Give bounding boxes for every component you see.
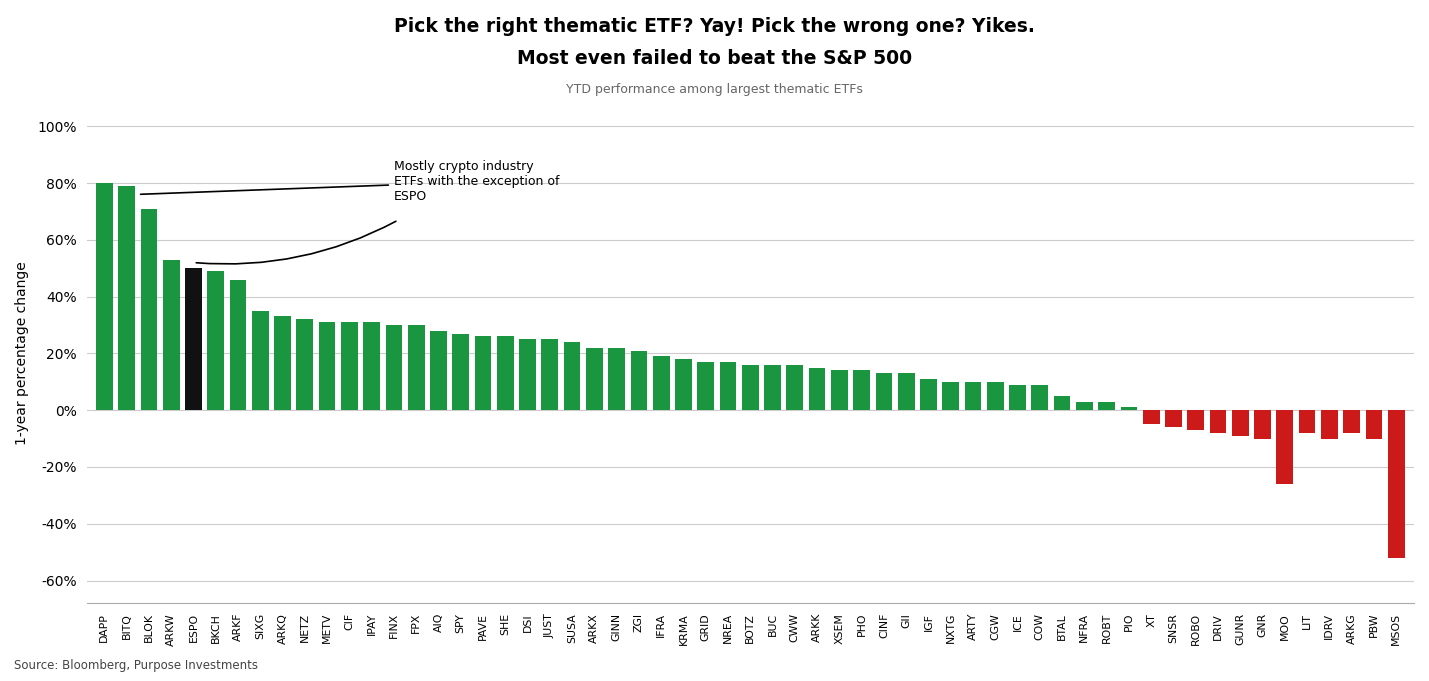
Bar: [1276, 410, 1293, 484]
Bar: [1187, 410, 1205, 430]
Bar: [542, 339, 559, 410]
Bar: [386, 325, 403, 410]
Bar: [942, 382, 959, 410]
Bar: [96, 183, 113, 410]
Bar: [920, 379, 937, 410]
Bar: [586, 348, 603, 410]
Bar: [564, 342, 580, 410]
Bar: [274, 317, 292, 410]
Bar: [697, 362, 714, 410]
Bar: [453, 334, 469, 410]
Bar: [519, 339, 536, 410]
Bar: [1099, 402, 1115, 410]
Bar: [965, 382, 982, 410]
Text: Mostly crypto industry
ETFs with the exception of
ESPO: Mostly crypto industry ETFs with the exc…: [140, 160, 559, 204]
Bar: [987, 382, 1003, 410]
Bar: [742, 365, 759, 410]
Bar: [786, 365, 803, 410]
Text: YTD performance among largest thematic ETFs: YTD performance among largest thematic E…: [566, 83, 863, 96]
Bar: [809, 368, 826, 410]
Bar: [1120, 407, 1137, 410]
Bar: [832, 370, 847, 410]
Bar: [430, 331, 447, 410]
Bar: [119, 186, 134, 410]
Bar: [1299, 410, 1316, 433]
Bar: [720, 362, 736, 410]
Bar: [163, 259, 180, 410]
Text: Pick the right thematic ETF? Yay! Pick the wrong one? Yikes.: Pick the right thematic ETF? Yay! Pick t…: [394, 17, 1035, 36]
Bar: [1032, 385, 1049, 410]
Bar: [296, 319, 313, 410]
Bar: [1388, 410, 1405, 558]
Bar: [1255, 410, 1270, 439]
Bar: [1076, 402, 1093, 410]
Bar: [230, 280, 246, 410]
Bar: [876, 373, 892, 410]
Text: Most even failed to beat the S&P 500: Most even failed to beat the S&P 500: [517, 49, 912, 68]
Bar: [363, 322, 380, 410]
Bar: [1320, 410, 1338, 439]
Bar: [1053, 396, 1070, 410]
Bar: [1210, 410, 1226, 433]
Bar: [342, 322, 357, 410]
Bar: [853, 370, 870, 410]
Bar: [1009, 385, 1026, 410]
Bar: [1343, 410, 1360, 433]
Bar: [186, 268, 201, 410]
Bar: [674, 359, 692, 410]
Bar: [497, 336, 513, 410]
Bar: [319, 322, 336, 410]
Bar: [609, 348, 624, 410]
Y-axis label: 1-year percentage change: 1-year percentage change: [14, 262, 29, 445]
Bar: [1366, 410, 1382, 439]
Bar: [653, 356, 670, 410]
Bar: [630, 351, 647, 410]
Bar: [1232, 410, 1249, 436]
Bar: [140, 208, 157, 410]
Bar: [765, 365, 780, 410]
Bar: [407, 325, 424, 410]
Bar: [474, 336, 492, 410]
Bar: [897, 373, 915, 410]
Bar: [1143, 410, 1159, 424]
Text: Source: Bloomberg, Purpose Investments: Source: Bloomberg, Purpose Investments: [14, 659, 259, 672]
Bar: [1165, 410, 1182, 427]
Bar: [252, 311, 269, 410]
Bar: [207, 271, 224, 410]
